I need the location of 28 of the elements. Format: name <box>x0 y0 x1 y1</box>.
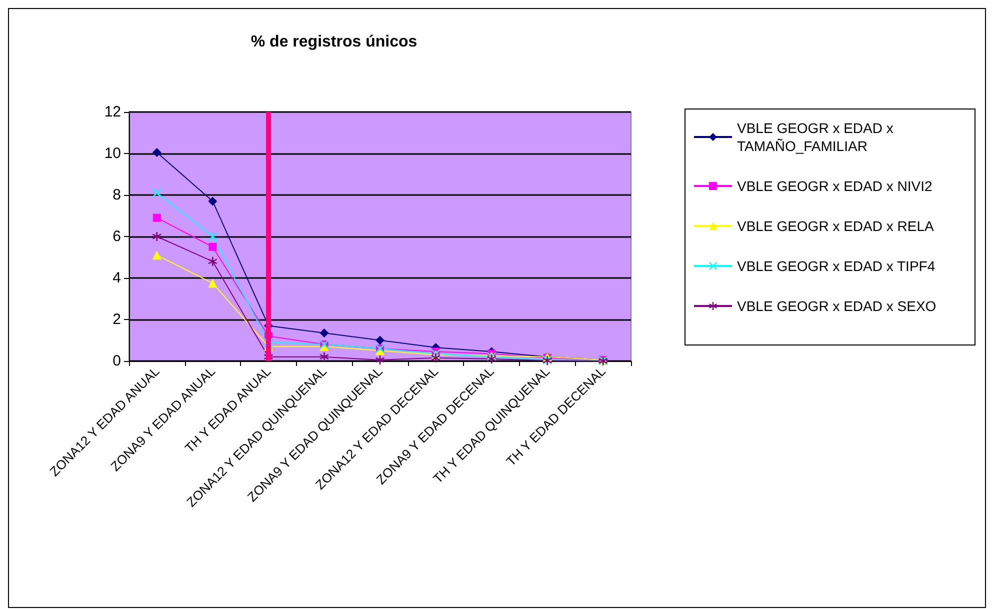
point <box>208 196 218 206</box>
legend-label: VBLE GEOGR x EDAD x TIPF4 <box>737 258 936 274</box>
point <box>320 352 329 362</box>
point <box>152 148 162 157</box>
y-tick-label: 4 <box>112 270 121 286</box>
legend-label: VBLE GEOGR x EDAD x SEXO <box>737 298 936 314</box>
chart-title: % de registros únicos <box>250 34 418 50</box>
y-tick-label: 12 <box>104 104 121 120</box>
point <box>376 336 384 345</box>
point <box>208 232 218 241</box>
point <box>320 328 329 338</box>
legend-label: VBLE GEOGR x EDAD x TAMAÑO_FAMILIAR <box>737 120 898 154</box>
y-tick-label: 2 <box>112 311 121 328</box>
point <box>152 188 162 198</box>
y-tick-label: 0 <box>112 352 121 370</box>
y-tick-label: 10 <box>104 145 121 162</box>
legend-label: VBLE GEOGR x EDAD x NIVI2 <box>737 178 932 194</box>
point <box>208 256 218 266</box>
legend-label: VBLE GEOGR x EDAD x RELA <box>737 218 934 234</box>
point <box>208 278 218 288</box>
point <box>208 242 217 251</box>
point <box>152 232 162 241</box>
point <box>152 250 162 260</box>
y-tick-label: 8 <box>112 186 121 204</box>
point <box>376 355 384 364</box>
point <box>152 214 161 222</box>
y-tick-label: 6 <box>112 228 121 245</box>
point <box>431 353 440 362</box>
